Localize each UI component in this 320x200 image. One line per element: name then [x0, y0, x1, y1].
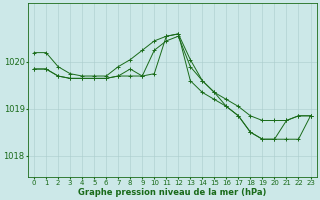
X-axis label: Graphe pression niveau de la mer (hPa): Graphe pression niveau de la mer (hPa): [78, 188, 267, 197]
